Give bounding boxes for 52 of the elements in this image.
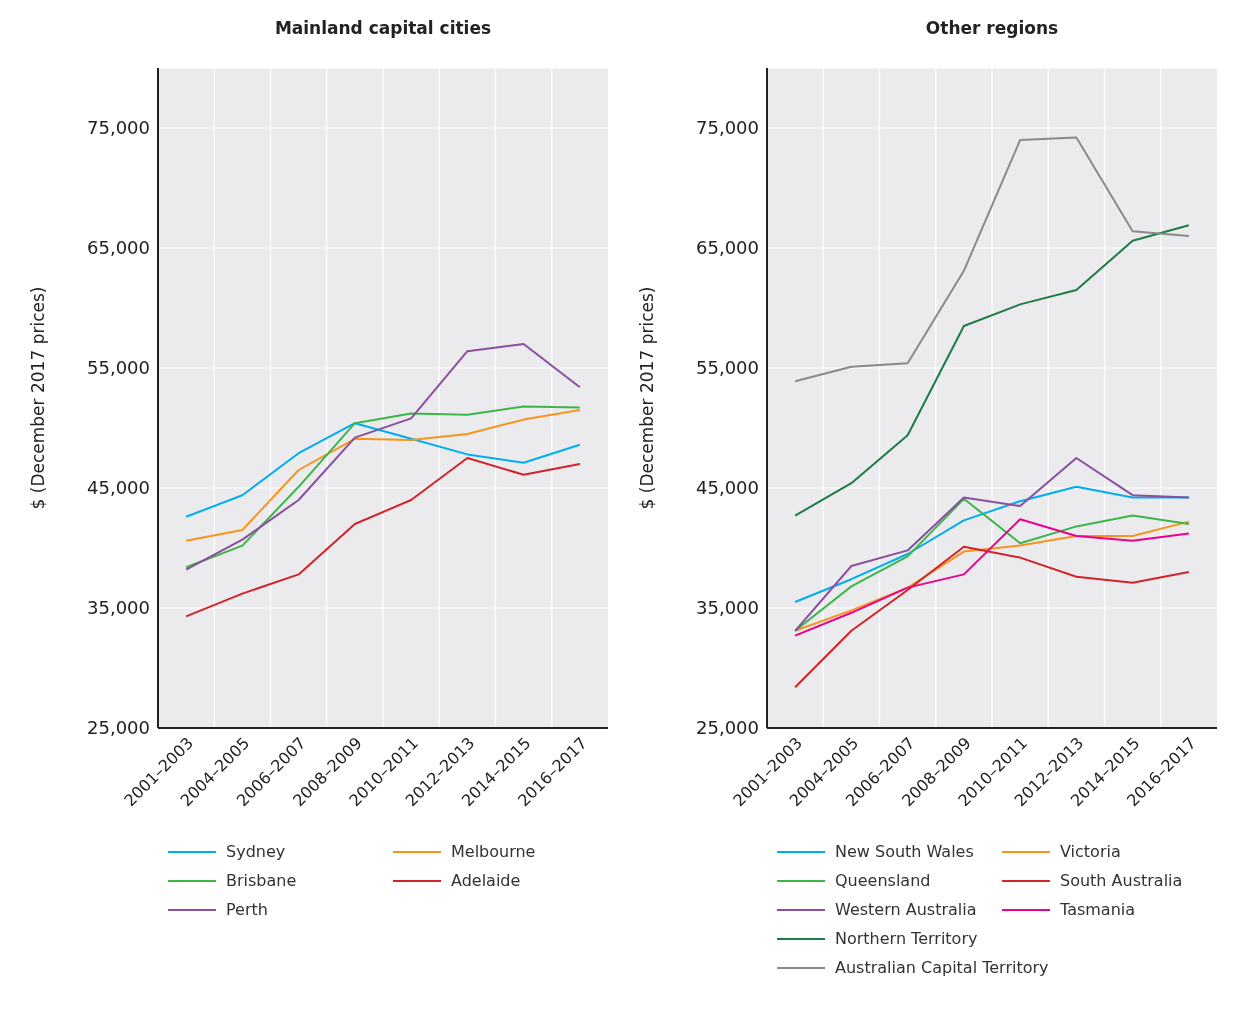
legend-entry: Adelaide bbox=[393, 871, 618, 890]
legend-entry: Australian Capital Territory bbox=[777, 958, 1049, 977]
legend-label: Tasmania bbox=[1060, 900, 1136, 919]
legend-entry: Melbourne bbox=[393, 842, 618, 861]
y-axis-title: $ (December 2017 prices) bbox=[637, 286, 658, 510]
y-tick-label: 55,000 bbox=[87, 357, 150, 379]
chart-title: Other regions bbox=[924, 17, 1060, 40]
legend-label: South Australia bbox=[1060, 871, 1183, 890]
line-series bbox=[794, 457, 1190, 632]
legend-label: Sydney bbox=[226, 842, 286, 861]
y-tick-label: 25,000 bbox=[87, 717, 150, 739]
line-series bbox=[794, 545, 1190, 689]
y-tick-label: 45,000 bbox=[696, 477, 759, 499]
legend-label: Perth bbox=[226, 900, 268, 919]
legend-label: Melbourne bbox=[451, 842, 536, 861]
legend-label: Victoria bbox=[1060, 842, 1121, 861]
legend-entry: Tasmania bbox=[1002, 900, 1227, 919]
legend-entry: Queensland bbox=[777, 871, 1002, 890]
legend-entry: Perth bbox=[168, 900, 393, 919]
y-tick-label: 35,000 bbox=[696, 597, 759, 619]
y-tick-label: 45,000 bbox=[87, 477, 150, 499]
legend-label: Northern Territory bbox=[835, 929, 978, 948]
line-series bbox=[185, 422, 581, 518]
y-tick-label: 35,000 bbox=[87, 597, 150, 619]
y-tick-label: 75,000 bbox=[87, 117, 150, 139]
y-tick-label: 65,000 bbox=[87, 237, 150, 259]
y-tick-label: 55,000 bbox=[696, 357, 759, 379]
legend-entry: Western Australia bbox=[777, 900, 1002, 919]
legend-label: Queensland bbox=[835, 871, 931, 890]
line-series bbox=[794, 224, 1190, 517]
line-series bbox=[185, 457, 581, 618]
y-tick-label: 65,000 bbox=[696, 237, 759, 259]
legend-label: Adelaide bbox=[451, 871, 521, 890]
y-axis-title: $ (December 2017 prices) bbox=[28, 286, 49, 510]
legend-label: Western Australia bbox=[835, 900, 977, 919]
y-tick-label: 75,000 bbox=[696, 117, 759, 139]
legend-entry: New South Wales bbox=[777, 842, 1002, 861]
legend-label: Australian Capital Territory bbox=[835, 958, 1049, 977]
legend-label: Brisbane bbox=[226, 871, 297, 890]
line-series bbox=[794, 485, 1190, 603]
line-series bbox=[185, 409, 581, 542]
line-series bbox=[185, 405, 581, 569]
y-tick-label: 25,000 bbox=[696, 717, 759, 739]
legend-entry: Northern Territory bbox=[777, 929, 1002, 948]
line-series bbox=[185, 343, 581, 571]
legend-entry: South Australia bbox=[1002, 871, 1227, 890]
legend-label: New South Wales bbox=[835, 842, 974, 861]
chart-title: Mainland capital cities bbox=[273, 17, 493, 40]
line-series bbox=[794, 136, 1190, 383]
legend-entry: Victoria bbox=[1002, 842, 1227, 861]
legend-entry: Sydney bbox=[168, 842, 393, 861]
legend-entry: Brisbane bbox=[168, 871, 393, 890]
